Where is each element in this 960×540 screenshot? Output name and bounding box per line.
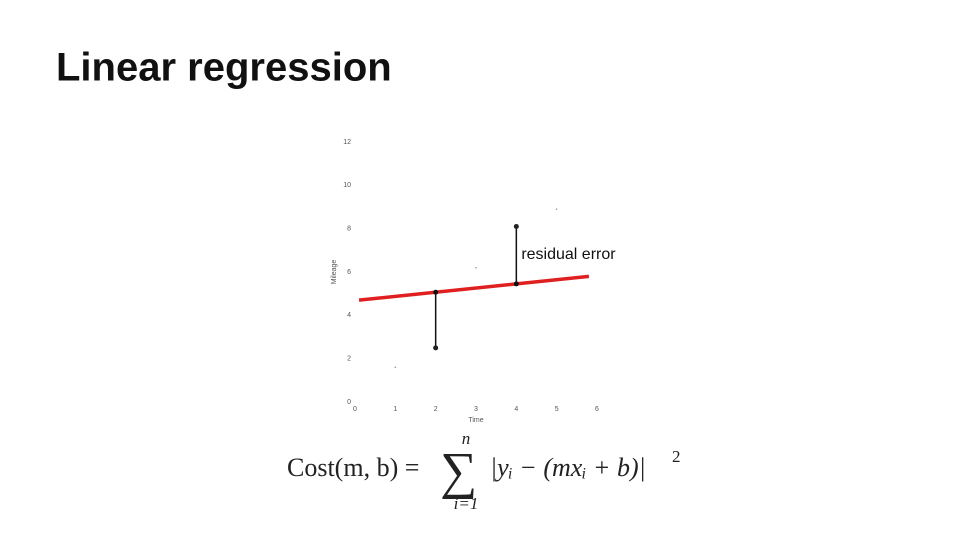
x-tick-label: 4 (514, 406, 518, 413)
fit-line (358, 274, 590, 302)
point (433, 345, 439, 351)
formula-upper: n (462, 429, 471, 448)
y-axis-label: Mileage (331, 260, 338, 285)
x-tick-label: 3 (474, 406, 478, 413)
formula-lhs: Cost(m, b) = (287, 453, 419, 482)
formula-sum: ∑ (440, 443, 477, 500)
y-tick-label: 0 (347, 399, 351, 406)
formula-power: 2 (672, 447, 681, 466)
formula-body: |yᵢ − (mxᵢ + b)| (490, 453, 646, 482)
point (394, 366, 397, 369)
y-tick-label: 8 (347, 226, 351, 233)
slide-title: Linear regression (56, 46, 392, 90)
residual-end (513, 281, 519, 287)
x-tick-label: 1 (393, 406, 397, 413)
y-tick-label: 2 (347, 356, 351, 363)
formula: Cost(m, b) = ∑ n i=1 |yᵢ − (mxᵢ + b)| 2 (287, 429, 681, 513)
point (555, 208, 558, 210)
y-tick-label: 6 (347, 269, 351, 276)
x-tick-label: 0 (353, 406, 357, 413)
x-tick-label: 6 (595, 406, 599, 413)
y-tick-label: 4 (347, 312, 351, 319)
x-tick-label: 2 (434, 406, 438, 413)
point (513, 224, 519, 229)
y-tick-label: 12 (343, 139, 351, 146)
x-tick-label: 5 (555, 406, 559, 413)
residual-end (433, 289, 439, 295)
annotation: residual error (521, 246, 616, 263)
x-axis-label: Time (468, 417, 483, 424)
formula-lower: i=1 (454, 494, 479, 513)
point (475, 266, 477, 269)
y-tick-label: 10 (343, 182, 351, 189)
